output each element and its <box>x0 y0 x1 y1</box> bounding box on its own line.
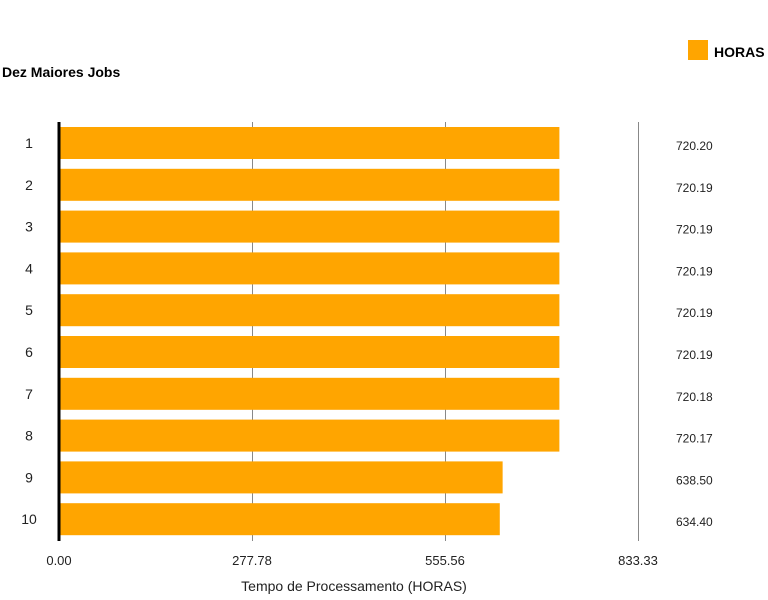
value-label: 720.19 <box>676 306 713 320</box>
chart-title: Dez Maiores Jobs <box>2 64 120 80</box>
x-axis-label: Tempo de Processamento (HORAS) <box>241 578 467 594</box>
category-label: 5 <box>25 302 33 318</box>
x-axis-ticks: 0.00 277.78 555.56 833.33 <box>46 553 658 568</box>
value-label: 720.19 <box>676 181 713 195</box>
category-label: 3 <box>25 219 33 235</box>
category-label: 2 <box>25 177 33 193</box>
x-tick-label: 833.33 <box>618 553 658 568</box>
x-tick-label: 555.56 <box>425 553 465 568</box>
bar <box>59 252 560 285</box>
value-label: 720.18 <box>676 390 713 404</box>
category-label: 1 <box>25 135 33 151</box>
legend-swatch <box>688 40 708 60</box>
value-label: 720.19 <box>676 264 713 278</box>
value-label: 720.19 <box>676 348 713 362</box>
value-label: 634.40 <box>676 515 713 529</box>
value-labels: 720.20 720.19 720.19 720.19 720.19 720.19 720.… <box>676 139 713 529</box>
category-label: 8 <box>25 428 33 444</box>
bar <box>59 294 560 327</box>
bar <box>59 210 560 243</box>
category-labels: 1 2 3 4 5 6 7 8 9 10 <box>21 135 37 527</box>
value-label: 638.50 <box>676 473 713 487</box>
value-label: 720.19 <box>676 223 713 237</box>
category-label: 9 <box>25 469 33 485</box>
legend: HORAS <box>688 40 765 60</box>
x-tick-label: 0.00 <box>46 553 71 568</box>
category-label: 7 <box>25 386 33 402</box>
category-label: 6 <box>25 344 33 360</box>
bar <box>59 503 500 536</box>
x-tick-label: 277.78 <box>232 553 272 568</box>
bars <box>59 127 560 536</box>
bar <box>59 127 560 159</box>
bar <box>59 461 503 494</box>
bar <box>59 168 560 201</box>
category-label: 4 <box>25 260 33 276</box>
category-label: 10 <box>21 511 37 527</box>
bar <box>59 336 560 368</box>
legend-label: HORAS <box>714 44 765 60</box>
bar <box>59 419 560 452</box>
value-label: 720.17 <box>676 432 713 446</box>
value-label: 720.20 <box>676 139 713 153</box>
bar <box>59 377 560 410</box>
